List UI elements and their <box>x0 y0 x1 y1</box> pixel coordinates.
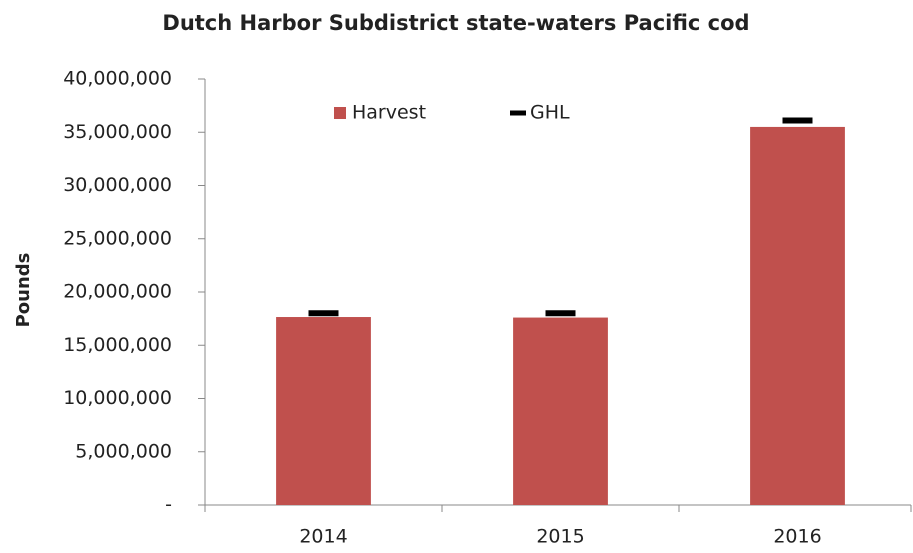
y-tick-label: 35,000,000 <box>63 121 172 143</box>
bar <box>513 317 608 505</box>
x-tick-label: 2014 <box>299 526 347 548</box>
y-tick-label: 5,000,000 <box>75 440 172 462</box>
y-tick-label: - <box>165 494 172 516</box>
bar <box>750 126 845 506</box>
y-tick-label: 40,000,000 <box>63 68 172 90</box>
x-tick-label: 2016 <box>773 526 821 548</box>
legend-swatch <box>334 107 346 119</box>
y-tick-label: 10,000,000 <box>63 387 172 409</box>
chart-title: Dutch Harbor Subdistrict state-waters Pa… <box>162 11 749 35</box>
y-tick-label: 15,000,000 <box>63 334 172 356</box>
legend-label: Harvest <box>352 102 426 124</box>
y-axis-title: Pounds <box>13 253 34 328</box>
x-tick-label: 2015 <box>536 526 584 548</box>
y-tick-label: 25,000,000 <box>63 227 172 249</box>
y-tick-label: 20,000,000 <box>63 281 172 303</box>
bar <box>276 317 371 505</box>
y-tick-label: 30,000,000 <box>63 174 172 196</box>
legend-label: GHL <box>530 102 570 124</box>
